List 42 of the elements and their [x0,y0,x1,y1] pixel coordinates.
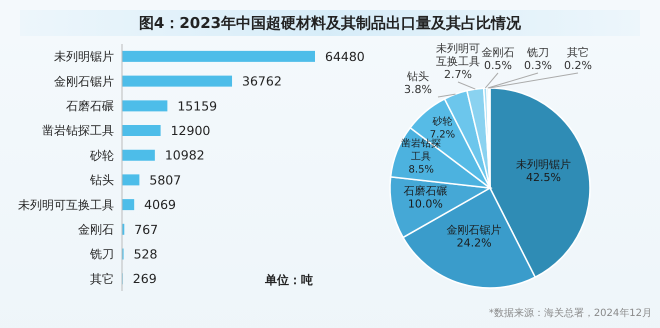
slice-label: 金刚石锯片 [446,224,502,237]
y-tick-label: 钻头 [89,173,114,188]
y-tick-label: 铣刀 [89,247,114,262]
data-label: 0.3% [524,59,552,72]
data-label: 12900 [170,122,210,138]
data-label: 5807 [149,172,182,188]
y-tick-label: 未列明锯片 [54,50,114,64]
data-label: 24.2% [456,236,492,250]
data-label: 64480 [325,48,365,64]
data-label: 42.5% [526,171,561,184]
data-label: 15159 [177,98,218,114]
y-tick-label: 未列明可互换工具 [18,198,114,212]
y-tick-label: 砂轮 [89,148,114,162]
data-label: 36762 [242,74,282,89]
data-label: 8.5% [408,164,434,176]
slice-label: 石磨石碾 [403,184,448,198]
slice-label: 凿岩钻探工具 [401,138,442,163]
data-label: 767 [134,222,158,237]
text: *数据来源：海关总署，2024年12月 [488,306,652,320]
annotation: 单位：吨 [265,272,313,289]
y-tick-label: 凿岩钻探工具 [42,124,114,138]
slice-label: 铣刀 [526,46,549,59]
data-label: 4069 [144,197,176,212]
data-label: 0.2% [564,59,592,72]
chart-title: 图4：2023年中国超硬材料及其制品出口量及其占比情况 [20,10,640,36]
y-tick-label: 石磨石碾 [66,99,114,114]
data-label: 10982 [164,148,205,163]
data-label: 269 [132,271,157,286]
y-tick-label: 金刚石锯片 [54,74,114,88]
y-tick-label: 金刚石 [78,222,114,237]
slice-label: 砂轮 [431,115,452,128]
slice-label: 未列明锯片 [516,158,571,172]
data-label: 2.7% [444,68,472,81]
data-label: 0.5% [484,59,512,72]
slice-label: 钻头 [406,70,429,83]
data-label: 10.0% [408,197,443,210]
data-label: 3.8% [404,83,432,96]
slice-label: 其它 [567,46,589,59]
slice-label: 金刚石 [482,46,514,59]
data-label: 528 [134,246,158,262]
slice-label: 未列明可互换工具 [436,42,480,68]
y-tick-label: 其它 [90,272,114,286]
